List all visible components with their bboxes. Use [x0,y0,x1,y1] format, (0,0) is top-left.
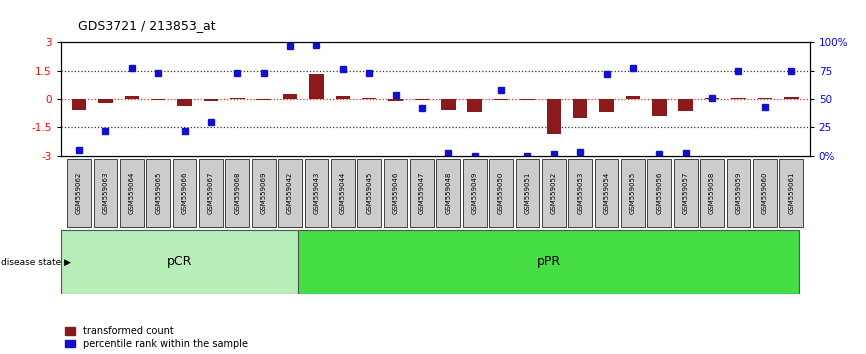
Bar [468,99,482,112]
FancyBboxPatch shape [410,159,434,227]
Bar [731,98,746,99]
Text: GSM559049: GSM559049 [472,172,478,214]
FancyBboxPatch shape [674,159,698,227]
Bar [256,99,271,100]
Text: GSM559055: GSM559055 [630,172,636,214]
Text: GSM559064: GSM559064 [129,172,135,214]
FancyBboxPatch shape [727,159,750,227]
Bar [784,97,798,99]
Bar [336,96,350,99]
Text: GSM559050: GSM559050 [498,172,504,214]
Bar [599,99,614,112]
Text: GSM559053: GSM559053 [578,172,583,214]
Text: GSM559067: GSM559067 [208,172,214,214]
Bar [573,99,587,118]
FancyBboxPatch shape [384,159,408,227]
FancyBboxPatch shape [172,159,197,227]
Legend: transformed count, percentile rank within the sample: transformed count, percentile rank withi… [66,326,248,349]
FancyBboxPatch shape [489,159,513,227]
Bar [178,99,192,106]
Text: GSM559051: GSM559051 [525,172,531,214]
Text: GSM559057: GSM559057 [682,172,688,214]
FancyBboxPatch shape [225,159,249,227]
Text: GSM559066: GSM559066 [182,172,188,214]
FancyBboxPatch shape [515,159,540,227]
Bar [705,98,720,99]
Text: GSM559063: GSM559063 [102,172,108,214]
Bar [388,99,403,101]
Text: GSM559059: GSM559059 [735,172,741,214]
Text: GSM559068: GSM559068 [235,172,241,214]
Bar [546,99,561,134]
Bar [125,96,139,99]
Text: disease state ▶: disease state ▶ [1,257,71,267]
FancyBboxPatch shape [436,159,460,227]
FancyBboxPatch shape [462,159,487,227]
FancyBboxPatch shape [331,159,355,227]
Text: pCR: pCR [166,256,192,268]
FancyBboxPatch shape [120,159,144,227]
Bar [441,99,456,109]
FancyBboxPatch shape [252,159,275,227]
Text: GSM559047: GSM559047 [419,172,425,214]
FancyBboxPatch shape [779,159,803,227]
Bar [362,98,377,99]
FancyBboxPatch shape [542,159,565,227]
Bar [98,99,113,103]
FancyBboxPatch shape [305,159,328,227]
Bar [283,94,297,99]
Bar [230,98,244,99]
Bar [678,99,693,112]
Text: GSM559058: GSM559058 [709,172,715,214]
Bar [151,99,165,100]
Bar [204,99,218,101]
Text: GSM559044: GSM559044 [339,172,346,214]
FancyBboxPatch shape [648,159,671,227]
Text: GSM559045: GSM559045 [366,172,372,214]
FancyBboxPatch shape [199,159,223,227]
Bar [758,98,772,99]
Bar [520,99,534,100]
Text: GSM559060: GSM559060 [762,172,768,214]
FancyBboxPatch shape [68,159,91,227]
Text: GSM559062: GSM559062 [76,172,82,214]
Bar [494,99,508,100]
Bar [309,74,324,99]
FancyBboxPatch shape [61,230,298,294]
Text: GSM559048: GSM559048 [445,172,451,214]
Text: GSM559069: GSM559069 [261,172,267,214]
Text: GSM559054: GSM559054 [604,172,610,214]
FancyBboxPatch shape [358,159,381,227]
FancyBboxPatch shape [278,159,302,227]
Text: GSM559052: GSM559052 [551,172,557,214]
Text: GSM559056: GSM559056 [656,172,662,214]
Text: GSM559065: GSM559065 [155,172,161,214]
Bar [72,99,87,109]
FancyBboxPatch shape [621,159,645,227]
FancyBboxPatch shape [146,159,170,227]
FancyBboxPatch shape [753,159,777,227]
Text: GSM559061: GSM559061 [788,172,794,214]
Text: GSM559042: GSM559042 [288,172,293,214]
FancyBboxPatch shape [94,159,117,227]
Text: pPR: pPR [537,256,560,268]
FancyBboxPatch shape [701,159,724,227]
Text: GDS3721 / 213853_at: GDS3721 / 213853_at [78,19,216,32]
FancyBboxPatch shape [595,159,618,227]
Bar [626,96,640,99]
Text: GSM559046: GSM559046 [392,172,398,214]
FancyBboxPatch shape [568,159,592,227]
Bar [415,99,430,100]
Bar [652,99,667,116]
FancyBboxPatch shape [298,230,799,294]
Text: GSM559043: GSM559043 [313,172,320,214]
